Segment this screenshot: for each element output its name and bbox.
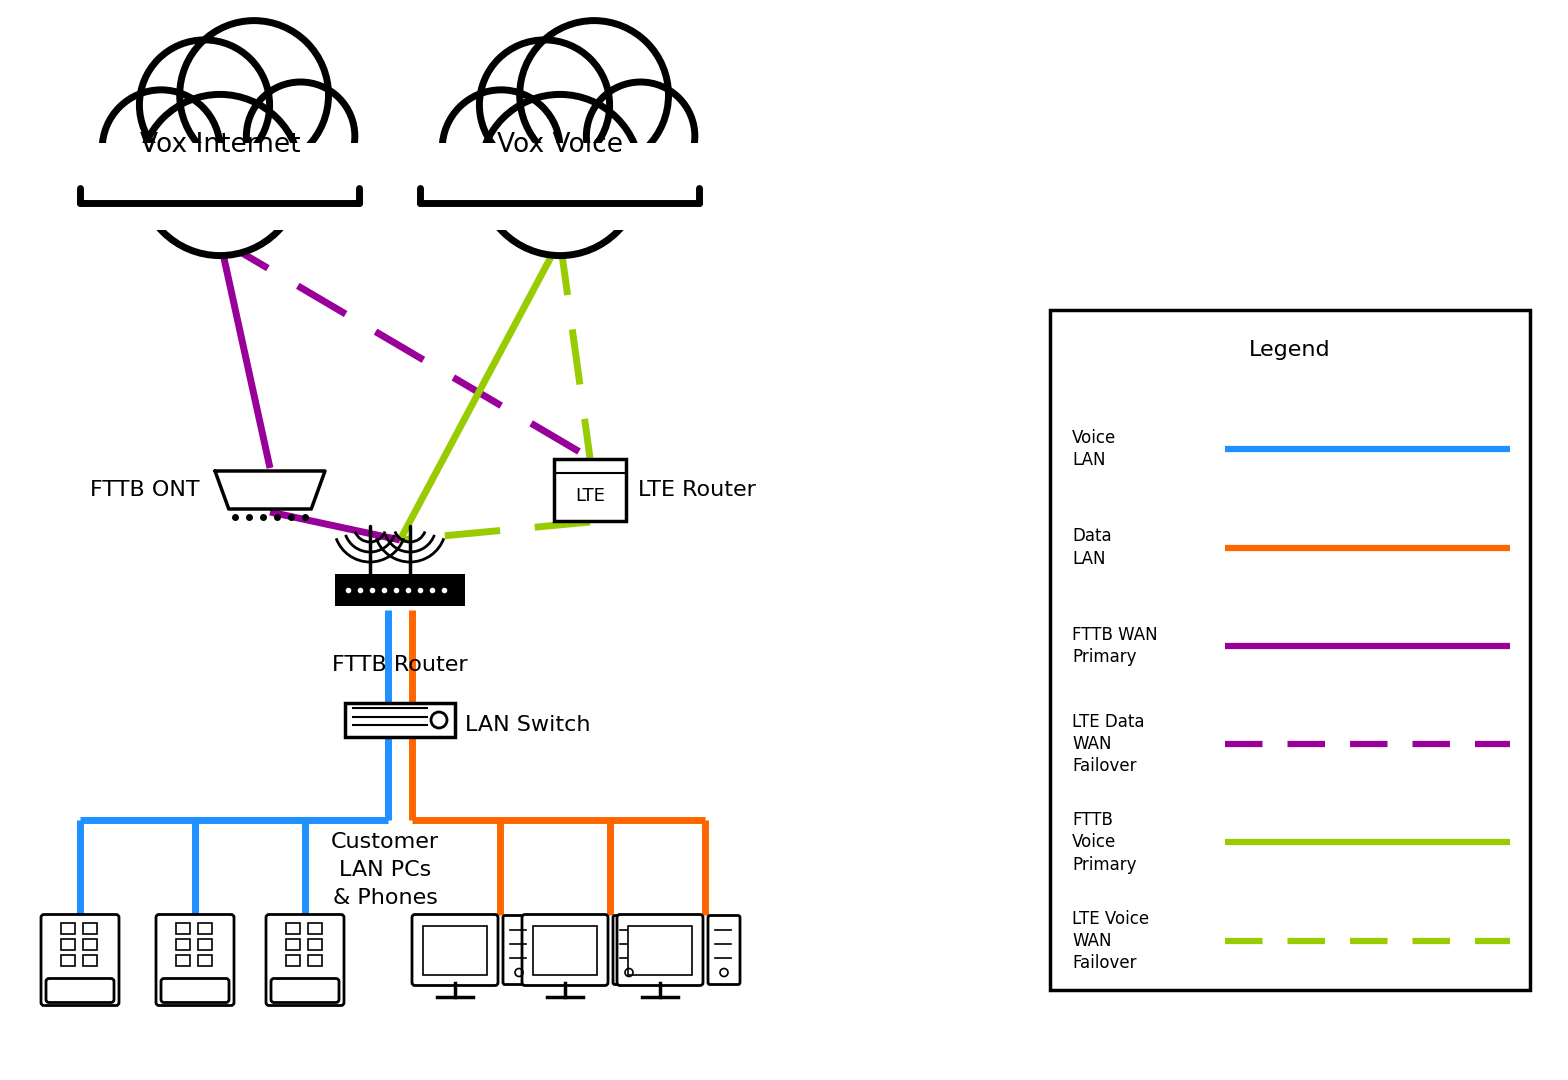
Circle shape [480,94,641,256]
Circle shape [140,94,301,256]
Circle shape [140,40,270,170]
Text: FTTB Router: FTTB Router [332,654,467,675]
Text: LTE: LTE [575,487,605,505]
FancyBboxPatch shape [83,955,97,966]
FancyBboxPatch shape [307,939,321,949]
Circle shape [586,82,695,190]
Text: Legend: Legend [1250,340,1331,360]
FancyBboxPatch shape [554,459,626,521]
FancyBboxPatch shape [198,922,212,933]
FancyBboxPatch shape [198,939,212,949]
FancyBboxPatch shape [629,926,691,974]
FancyBboxPatch shape [307,922,321,933]
Circle shape [519,21,668,170]
Text: LTE Router: LTE Router [638,480,756,500]
Text: Customer
LAN PCs
& Phones: Customer LAN PCs & Phones [331,832,439,908]
Text: LTE Voice
WAN
Failover: LTE Voice WAN Failover [1073,909,1149,972]
Polygon shape [215,471,325,509]
FancyBboxPatch shape [285,955,299,966]
Text: Data
LAN: Data LAN [1073,527,1112,568]
FancyBboxPatch shape [336,573,466,606]
FancyBboxPatch shape [83,939,97,949]
FancyBboxPatch shape [61,939,75,949]
FancyBboxPatch shape [533,926,597,974]
Circle shape [246,82,354,190]
FancyBboxPatch shape [522,915,608,985]
FancyBboxPatch shape [61,955,75,966]
FancyBboxPatch shape [267,915,343,1005]
Text: Voice
LAN: Voice LAN [1073,429,1116,470]
FancyBboxPatch shape [709,916,740,985]
FancyBboxPatch shape [503,916,535,985]
FancyBboxPatch shape [80,143,359,230]
Circle shape [480,40,610,170]
FancyBboxPatch shape [1051,310,1530,990]
Text: LTE Data
WAN
Failover: LTE Data WAN Failover [1073,713,1145,775]
FancyBboxPatch shape [176,955,190,966]
FancyBboxPatch shape [271,978,339,1002]
Text: Vox Voice: Vox Voice [497,132,622,158]
FancyBboxPatch shape [345,703,455,737]
FancyBboxPatch shape [285,939,299,949]
FancyBboxPatch shape [41,915,119,1005]
FancyBboxPatch shape [176,939,190,949]
FancyBboxPatch shape [83,922,97,933]
FancyBboxPatch shape [61,922,75,933]
Text: FTTB WAN
Primary: FTTB WAN Primary [1073,625,1157,666]
Text: FTTB ONT: FTTB ONT [91,480,201,500]
Circle shape [180,21,329,170]
FancyBboxPatch shape [420,143,699,230]
FancyBboxPatch shape [307,955,321,966]
FancyBboxPatch shape [45,978,114,1002]
Circle shape [442,90,560,207]
Text: LAN Switch: LAN Switch [466,715,591,735]
FancyBboxPatch shape [198,955,212,966]
FancyBboxPatch shape [176,922,190,933]
Circle shape [102,90,220,207]
Text: FTTB
Voice
Primary: FTTB Voice Primary [1073,811,1137,874]
FancyBboxPatch shape [412,915,499,985]
FancyBboxPatch shape [285,922,299,933]
FancyBboxPatch shape [162,978,229,1002]
FancyBboxPatch shape [613,916,644,985]
FancyBboxPatch shape [155,915,234,1005]
FancyBboxPatch shape [423,926,488,974]
FancyBboxPatch shape [616,915,702,985]
Text: Vox Internet: Vox Internet [140,132,299,158]
